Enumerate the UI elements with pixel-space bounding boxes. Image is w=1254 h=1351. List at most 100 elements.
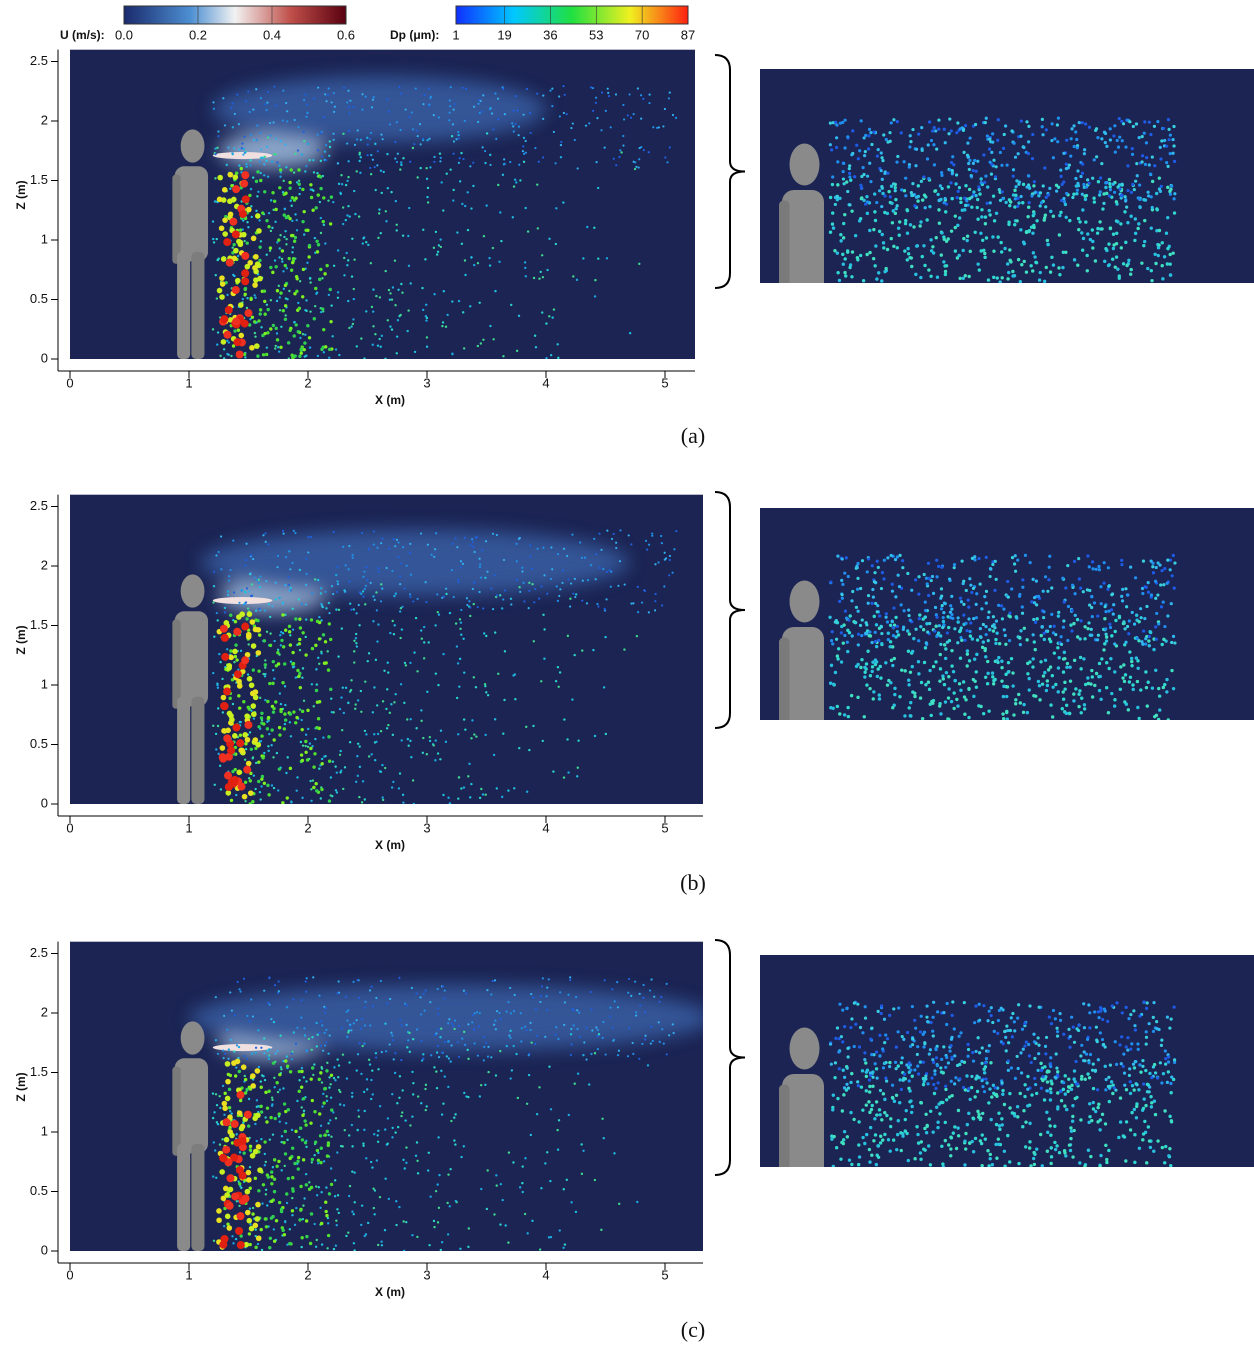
particle [251,711,257,718]
particle [1042,218,1046,222]
particle [985,682,990,686]
particle [1065,661,1070,666]
particle [500,607,504,610]
particle [395,1200,398,1203]
particle [925,622,929,626]
particle [971,677,976,682]
particle [316,1033,319,1037]
particle [422,228,425,231]
particle [1129,656,1134,661]
particle [871,587,875,592]
particle [393,624,396,627]
particle [373,598,376,601]
particle [319,1206,322,1209]
particle [409,718,412,721]
particle [478,557,481,560]
particle [405,1220,408,1224]
particle [325,100,328,103]
particle [1169,602,1173,606]
particle [1150,155,1154,159]
particle [576,1072,580,1075]
particle [970,556,975,560]
particle [222,97,225,100]
particle [351,553,354,557]
particle [252,626,259,633]
particle [474,686,478,689]
particle [257,1029,260,1032]
particle [471,1014,474,1017]
particle [398,976,401,979]
particle [346,214,349,217]
particle [1123,673,1128,677]
particle [1001,197,1005,201]
particle [401,234,405,237]
x-tick-label: 1 [185,375,192,390]
particle [665,982,668,985]
jet [212,151,273,160]
particle [1130,152,1135,157]
particle [846,649,850,654]
particle [668,91,671,94]
particle [929,578,933,583]
particle [252,774,256,777]
particle [579,541,582,544]
particle [420,709,423,712]
particle [386,1117,390,1120]
particle [262,289,267,293]
particle [304,744,307,748]
particle [866,147,871,151]
particle [1116,267,1120,271]
particle [215,237,218,241]
particle [842,713,847,717]
particle [277,991,280,995]
particle [230,354,233,358]
particle [1048,270,1053,274]
particle [512,130,515,133]
particle [264,672,267,676]
particle [398,772,402,775]
particle [387,288,391,292]
particle [440,1241,444,1244]
particle [601,1117,604,1120]
particle [933,189,937,193]
particle [325,607,328,610]
particle [272,1228,276,1231]
particle [1050,715,1055,719]
particle [450,1119,453,1123]
particle [354,212,357,216]
particle [348,741,352,744]
particle [336,590,339,594]
particle [1069,623,1073,627]
particle [489,324,492,328]
particle [602,1136,605,1140]
particle [253,331,257,335]
particle [356,774,360,778]
particle [482,338,485,342]
particle [838,599,842,603]
particle [263,190,267,194]
particle [835,123,839,127]
particle [400,739,403,742]
particle [987,610,991,614]
particle [268,249,272,252]
particle [425,167,428,170]
particle [1072,621,1076,626]
particle [462,1030,466,1034]
particle [332,711,335,714]
particle [223,330,232,339]
particle [246,1124,251,1128]
particle [1025,710,1030,715]
particle [222,1224,226,1228]
particle [871,256,876,261]
particle [1102,201,1106,206]
particle [545,322,548,325]
particle [894,197,898,202]
particle [332,264,336,268]
particle [304,1183,309,1187]
particle [893,686,897,691]
particle [336,291,340,294]
particle [476,344,480,348]
particle [447,1040,450,1043]
particle [395,229,398,232]
particle [231,285,240,294]
